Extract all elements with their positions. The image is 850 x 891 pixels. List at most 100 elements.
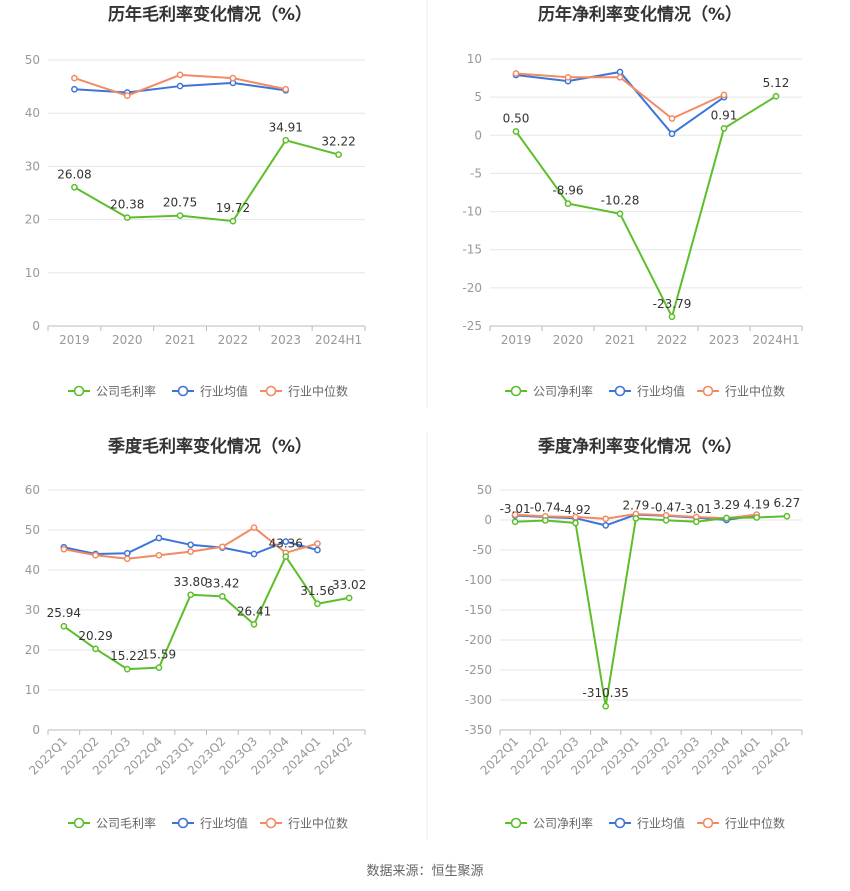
data-source-note: 数据来源：恒生聚源 — [366, 864, 484, 879]
chart-title: 季度毛利率变化情况（%） — [108, 436, 312, 457]
data-point — [314, 540, 321, 547]
legend-label: 行业中位数 — [288, 384, 348, 399]
legend-label: 行业中位数 — [288, 816, 348, 831]
legend-marker — [73, 817, 85, 829]
y-tick-label: 50 — [25, 523, 40, 537]
y-tick-label: -25 — [462, 319, 482, 333]
x-tick-label: 2024H1 — [752, 333, 799, 347]
data-label: 15.59 — [142, 648, 176, 662]
data-label: 31.56 — [300, 584, 334, 598]
y-tick-label: 0 — [474, 128, 482, 142]
data-point — [176, 212, 184, 219]
data-label: -3.01 — [500, 502, 531, 516]
legend-label: 行业均值 — [637, 816, 685, 831]
legend-marker — [702, 385, 714, 397]
y-tick-label: 0 — [32, 723, 40, 737]
data-point — [572, 519, 579, 527]
data-point — [92, 551, 99, 559]
data-point — [155, 664, 163, 671]
legend-item: 公司净利率 — [505, 384, 593, 399]
y-tick-label: 10 — [467, 52, 482, 66]
data-point — [512, 128, 520, 135]
legend-item: 行业中位数 — [697, 384, 785, 399]
y-tick-label: -50 — [472, 543, 492, 557]
legend-item: 行业中位数 — [260, 816, 348, 831]
legend-item: 行业中位数 — [697, 816, 785, 831]
data-point — [282, 538, 290, 545]
legend-marker — [73, 385, 85, 397]
data-point — [123, 549, 131, 557]
data-point — [753, 514, 761, 521]
x-tick-label: 2019 — [59, 333, 90, 347]
y-tick-label: -200 — [465, 633, 492, 647]
legend-marker — [702, 817, 714, 829]
data-point — [60, 622, 68, 630]
series-line-company — [515, 95, 777, 320]
data-point — [564, 73, 572, 81]
data-point — [71, 183, 78, 191]
x-tick-label: 2022 — [218, 333, 249, 347]
data-point — [176, 71, 184, 79]
y-tick-label: 10 — [25, 266, 40, 280]
data-point — [632, 514, 640, 522]
data-label: -23.79 — [653, 297, 692, 311]
y-tick-label: -15 — [462, 243, 482, 257]
data-label: 20.38 — [110, 198, 144, 212]
x-tick-label: 2021 — [605, 333, 636, 347]
x-tick-label: 2023 — [270, 333, 301, 347]
data-point — [176, 82, 184, 90]
y-tick-label: 50 — [477, 483, 492, 497]
data-label: 33.02 — [332, 578, 366, 592]
legend-marker — [177, 385, 189, 397]
data-point — [692, 518, 700, 526]
legend-item: 行业均值 — [172, 384, 248, 399]
data-point — [723, 514, 730, 522]
y-tick-label: 0 — [484, 513, 492, 527]
data-point — [92, 645, 99, 653]
data-point — [123, 92, 131, 99]
data-point — [772, 92, 780, 100]
data-label: 0.50 — [503, 111, 530, 125]
data-point — [511, 511, 519, 518]
data-point — [335, 151, 342, 158]
data-label: 34.91 — [269, 120, 303, 134]
data-label: 15.22 — [110, 649, 144, 663]
x-tick-label: 2019 — [501, 333, 532, 347]
legend-label: 行业中位数 — [725, 384, 785, 399]
data-point — [229, 217, 237, 225]
data-label: -8.96 — [552, 184, 583, 198]
y-tick-label: 20 — [25, 213, 40, 227]
data-label: 20.75 — [163, 196, 197, 210]
legend-label: 行业均值 — [200, 816, 248, 831]
data-point — [219, 543, 226, 551]
legend-item: 行业均值 — [609, 384, 685, 399]
data-point — [219, 592, 226, 600]
legend-marker — [177, 817, 189, 829]
data-label: -10.28 — [601, 194, 640, 208]
data-label: 33.42 — [205, 576, 239, 590]
y-tick-label: 0 — [32, 319, 40, 333]
data-label: -310.35 — [583, 686, 629, 700]
data-point — [250, 550, 258, 558]
y-tick-label: 5 — [474, 90, 482, 104]
data-label: 26.41 — [237, 604, 271, 618]
data-point — [616, 210, 624, 218]
data-label: 19.72 — [216, 201, 250, 215]
data-label: 0.91 — [711, 108, 738, 122]
x-tick-label: 2020 — [553, 333, 584, 347]
series-line-company — [73, 139, 339, 223]
data-point — [668, 115, 676, 122]
data-point — [155, 551, 163, 559]
chart-panel-3: 季度毛利率变化情况（%）01020304050602022Q12022Q2202… — [25, 436, 367, 831]
chart-title: 季度净利率变化情况（%） — [538, 436, 742, 457]
data-label: -0.47 — [651, 500, 682, 514]
data-point — [123, 214, 131, 221]
data-label: -3.01 — [681, 502, 712, 516]
y-tick-label: -250 — [465, 663, 492, 677]
y-tick-label: 30 — [25, 159, 40, 173]
legend-marker — [265, 385, 277, 397]
data-point — [512, 70, 520, 77]
data-point — [282, 136, 290, 144]
data-point — [282, 553, 290, 560]
